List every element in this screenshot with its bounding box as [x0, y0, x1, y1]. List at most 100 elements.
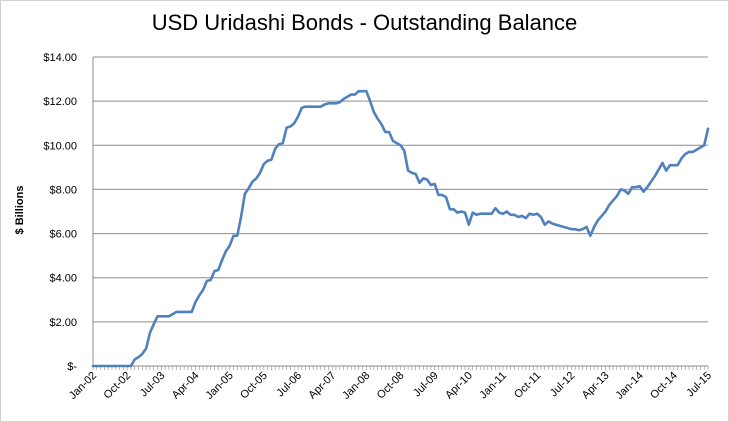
data-point: [552, 223, 554, 225]
data-point: [233, 235, 235, 237]
data-point: [476, 214, 478, 216]
data-point: [692, 151, 694, 153]
data-point: [620, 189, 622, 191]
data-point: [373, 111, 375, 113]
x-tick-label: Jul-09: [411, 370, 441, 400]
data-point: [138, 356, 140, 358]
data-point: [639, 185, 641, 187]
data-point: [164, 316, 166, 318]
x-tick-label: Apr-07: [306, 370, 338, 402]
x-tick-label: Jan-14: [614, 370, 646, 402]
data-point: [123, 365, 125, 367]
data-point: [400, 144, 402, 146]
data-point: [153, 323, 155, 325]
data-point: [510, 214, 512, 216]
data-point: [145, 348, 147, 350]
data-point: [700, 147, 702, 149]
data-point: [119, 365, 121, 367]
data-point: [487, 213, 489, 215]
data-point: [331, 103, 333, 105]
data-point: [96, 365, 98, 367]
data-point: [403, 150, 405, 152]
data-point: [259, 172, 261, 174]
data-point: [210, 279, 212, 281]
data-point: [214, 270, 216, 272]
data-point: [597, 220, 599, 222]
data-point: [320, 106, 322, 108]
data-point: [544, 224, 546, 226]
data-point: [354, 94, 356, 96]
data-point: [100, 365, 102, 367]
data-point: [328, 103, 330, 105]
y-tick-label: $6.00: [49, 229, 77, 241]
data-point: [221, 259, 223, 261]
data-point: [681, 158, 683, 160]
data-point: [271, 159, 273, 161]
data-point: [536, 213, 538, 215]
data-point: [366, 90, 368, 92]
data-point: [225, 250, 227, 252]
data-point: [578, 229, 580, 231]
x-tick-label: Apr-04: [170, 370, 202, 402]
data-point: [479, 213, 481, 215]
data-point: [267, 160, 269, 162]
y-tick-label: $-: [67, 361, 77, 373]
x-tick-label: Oct-02: [101, 370, 133, 402]
data-point: [236, 235, 238, 237]
data-point: [301, 107, 303, 109]
data-point: [658, 169, 660, 171]
data-point: [369, 100, 371, 102]
data-point: [453, 208, 455, 210]
x-tick-label: Oct-05: [238, 370, 270, 402]
data-point: [468, 224, 470, 226]
data-point: [673, 164, 675, 166]
data-point: [255, 178, 257, 180]
data-point: [555, 224, 557, 226]
data-point: [601, 215, 603, 217]
x-tick-label: Jul-15: [684, 370, 714, 400]
data-point: [548, 221, 550, 223]
x-tick-label: Jul-06: [274, 370, 304, 400]
data-point: [631, 186, 633, 188]
data-point: [612, 200, 614, 202]
data-point: [107, 365, 109, 367]
series-line: [91, 89, 710, 368]
data-point: [517, 216, 519, 218]
data-point: [274, 148, 276, 150]
data-point: [608, 204, 610, 206]
data-point: [312, 106, 314, 108]
data-point: [324, 104, 326, 106]
data-point: [514, 214, 516, 216]
data-point: [206, 280, 208, 282]
data-point: [441, 194, 443, 196]
data-point: [445, 196, 447, 198]
data-point: [195, 301, 197, 303]
data-point: [677, 164, 679, 166]
y-tick-label: $2.00: [49, 317, 77, 329]
x-tick-label: Jan-08: [340, 370, 372, 402]
data-point: [593, 226, 595, 228]
data-point: [616, 195, 618, 197]
data-point: [449, 208, 451, 210]
data-point: [229, 245, 231, 247]
x-tick-label: Jul-03: [138, 370, 168, 400]
data-point: [684, 153, 686, 155]
data-point: [646, 186, 648, 188]
data-point: [586, 226, 588, 228]
data-point: [293, 122, 295, 124]
data-point: [707, 128, 709, 130]
data-point: [605, 211, 607, 213]
x-tick-label: Jan-05: [204, 370, 236, 402]
data-point: [240, 216, 242, 218]
data-point: [183, 311, 185, 313]
data-point: [130, 365, 132, 367]
data-point: [316, 106, 318, 108]
data-point: [305, 106, 307, 108]
data-point: [217, 269, 219, 271]
data-point: [415, 173, 417, 175]
data-point: [411, 172, 413, 174]
data-point: [426, 179, 428, 181]
data-point: [650, 181, 652, 183]
